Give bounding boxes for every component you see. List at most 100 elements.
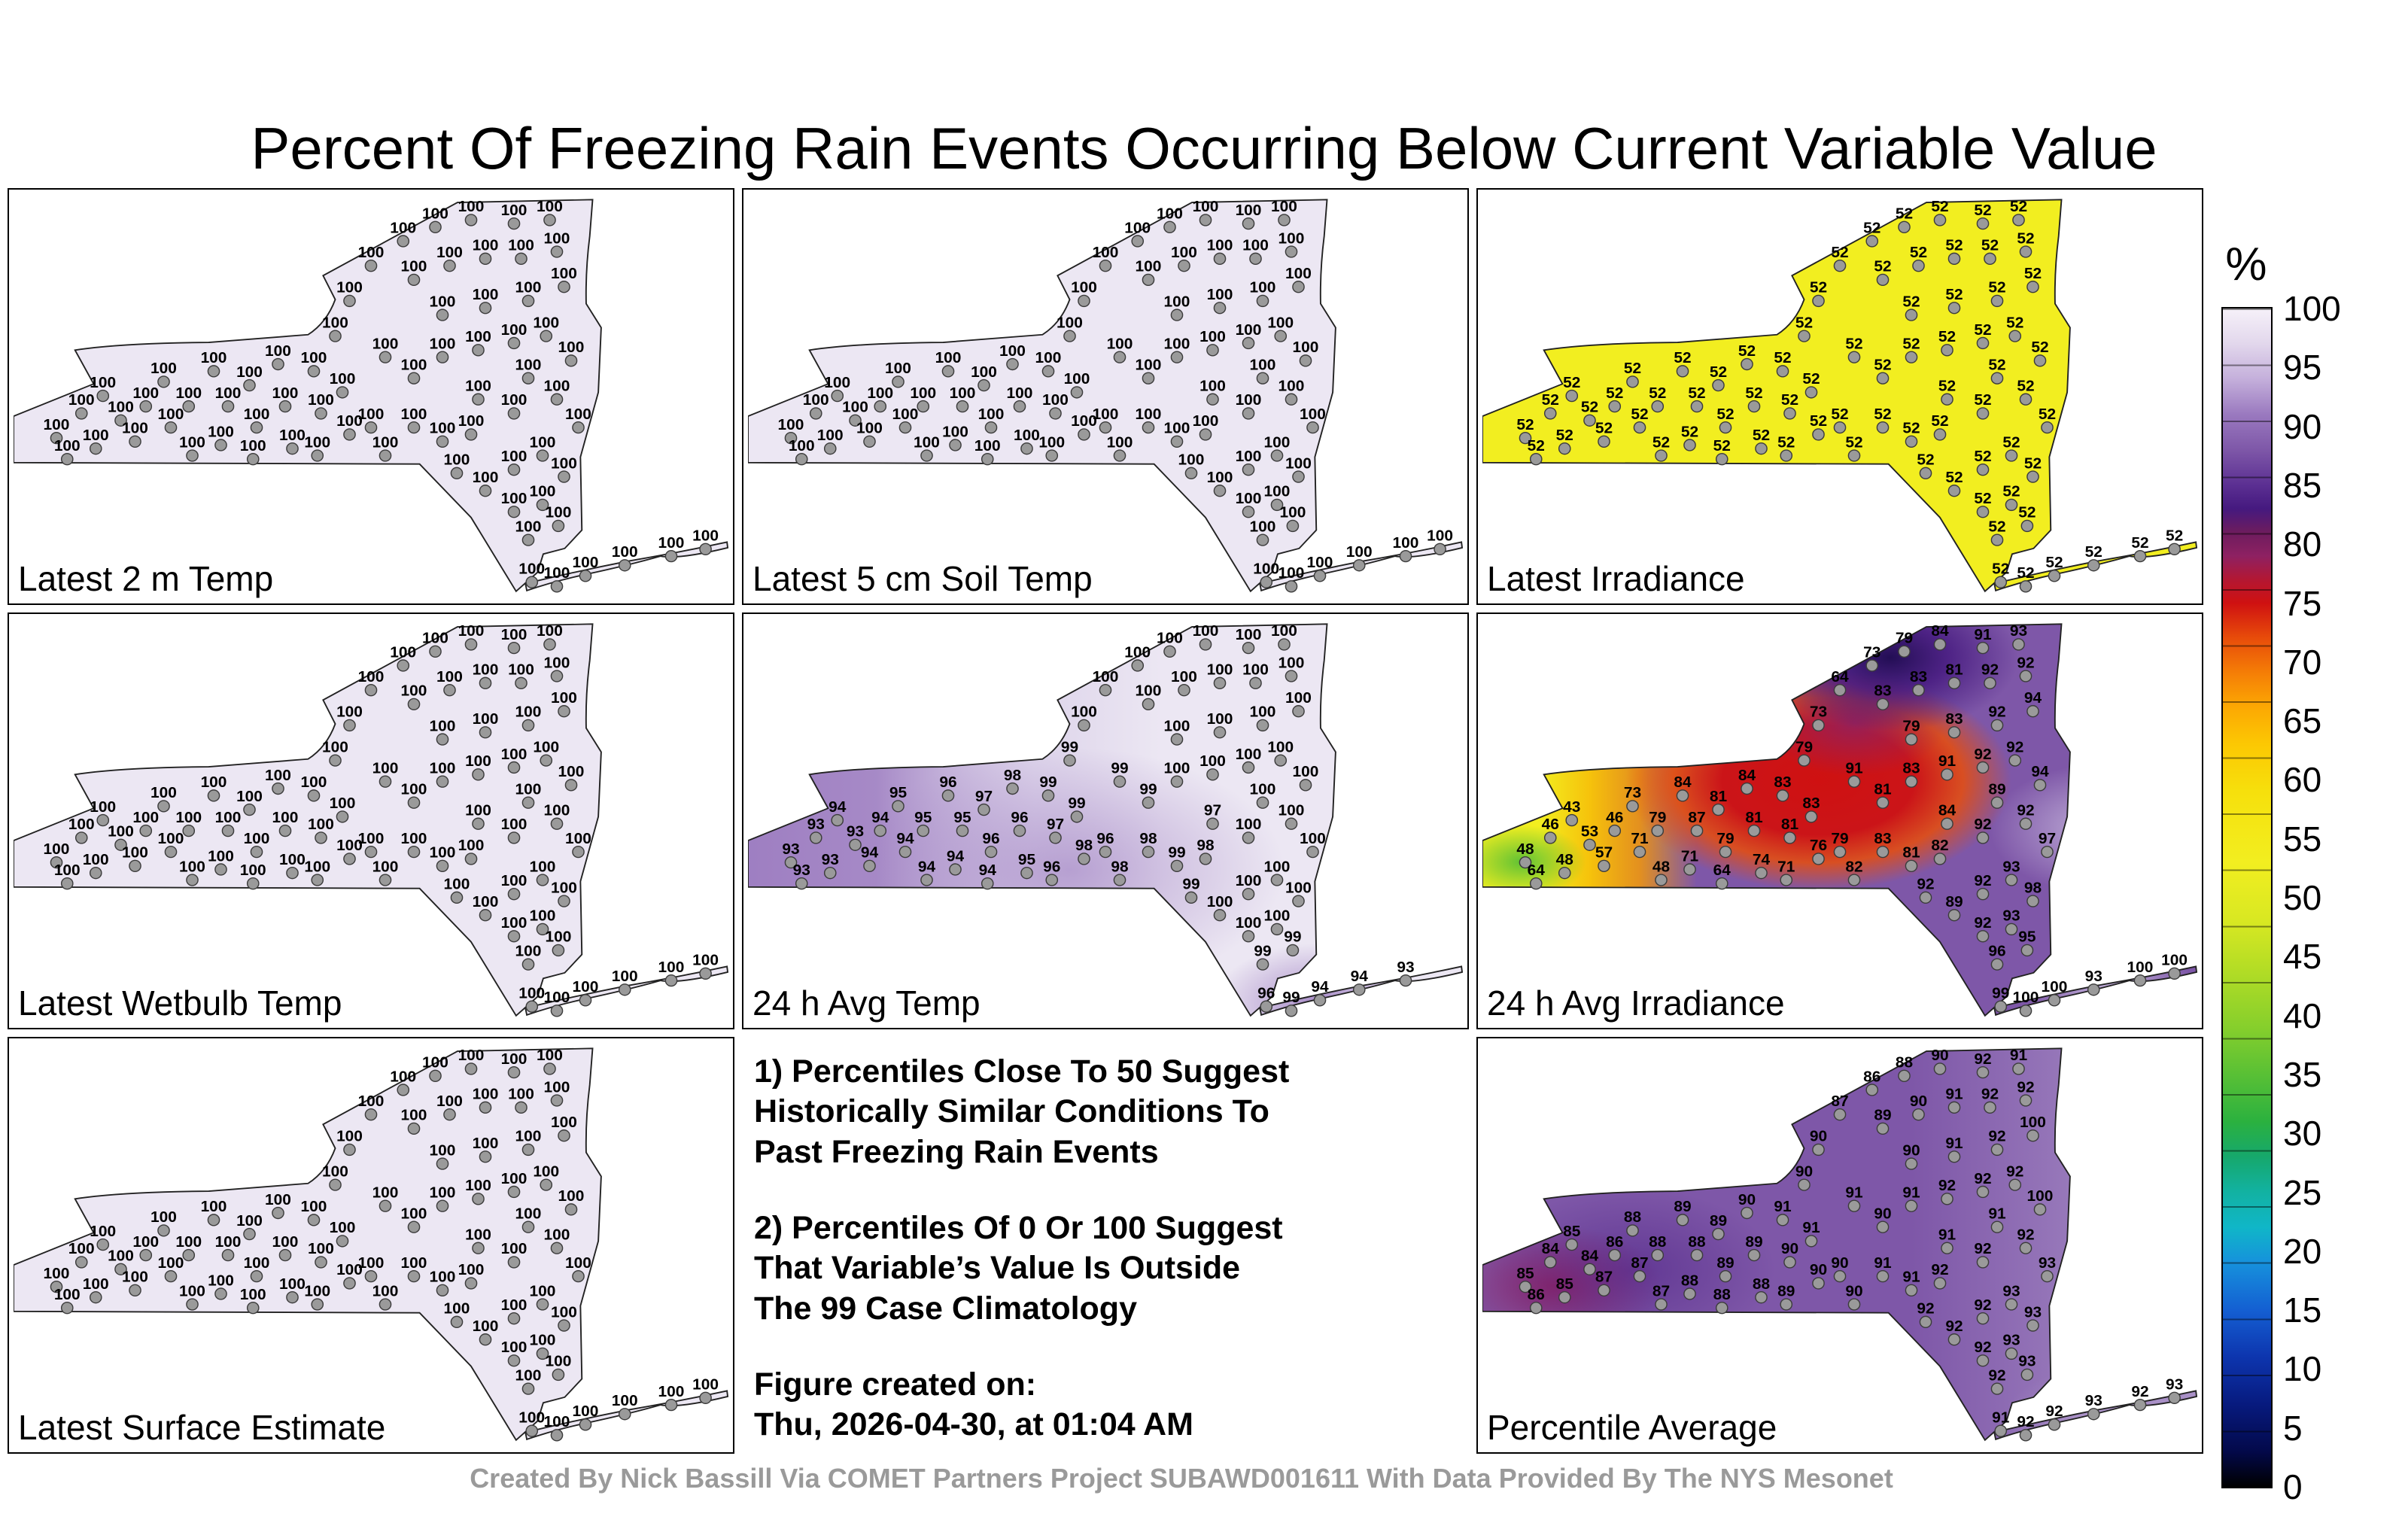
station-value: 100 — [68, 391, 95, 409]
station-value: 92 — [1981, 1086, 1999, 1103]
station-marker — [1976, 506, 1990, 518]
station-marker — [464, 428, 478, 441]
station-marker — [874, 824, 887, 837]
station-value: 100 — [240, 862, 266, 879]
station-marker — [1994, 1000, 2008, 1013]
station-marker — [550, 670, 564, 682]
station-marker — [129, 859, 141, 872]
station-value: 92 — [1988, 1367, 2005, 1385]
station-marker — [221, 1248, 235, 1262]
station-marker — [2033, 1203, 2047, 1216]
station-value: 100 — [1236, 746, 1262, 763]
station-marker — [96, 389, 110, 403]
station-marker — [536, 874, 549, 886]
station-marker — [1529, 1301, 1543, 1315]
station-value: 100 — [465, 378, 491, 395]
station-marker — [521, 1143, 535, 1157]
station-marker — [572, 845, 585, 859]
station-marker — [1905, 859, 1918, 872]
station-marker — [1142, 372, 1155, 385]
panel-label-latest-irradiance: Latest Irradiance — [1487, 559, 1745, 598]
station-marker — [243, 378, 256, 392]
station-value: 100 — [90, 374, 116, 391]
station-marker — [543, 214, 556, 226]
station-value: 100 — [1071, 412, 1097, 430]
station-value: 100 — [1136, 357, 1162, 374]
station-marker — [1984, 676, 1996, 690]
station-value: 52 — [1710, 363, 1727, 381]
station-value: 100 — [358, 668, 385, 685]
station-marker — [2005, 1347, 2018, 1360]
station-value: 100 — [1136, 682, 1162, 700]
station-marker — [507, 1065, 521, 1079]
station-value: 100 — [83, 1275, 109, 1293]
station-value: 100 — [1236, 816, 1262, 833]
station-value: 52 — [1896, 205, 1913, 223]
station-marker — [1170, 859, 1184, 872]
station-value: 100 — [401, 406, 427, 423]
station-marker — [246, 1301, 260, 1315]
station-value: 52 — [1981, 237, 1999, 254]
station-marker — [1270, 923, 1284, 936]
station-marker — [311, 1298, 324, 1311]
station-value: 100 — [942, 423, 968, 440]
station-value: 94 — [1311, 978, 1329, 995]
station-value: 79 — [1831, 830, 1848, 847]
station-marker — [1651, 824, 1665, 837]
station-value: 100 — [240, 437, 266, 454]
colorbar-tick-label: 0 — [2283, 1467, 2303, 1506]
station-marker — [1399, 974, 1412, 987]
station-value: 100 — [1236, 321, 1262, 339]
station-value: 86 — [1606, 1233, 1623, 1251]
station-marker — [157, 1224, 170, 1237]
station-marker — [2033, 779, 2047, 792]
station-marker — [286, 442, 299, 455]
station-value: 46 — [1542, 816, 1559, 833]
station-value: 100 — [215, 1233, 242, 1251]
station-marker — [2087, 1408, 2100, 1421]
station-marker — [1170, 435, 1184, 448]
station-value: 52 — [1931, 412, 1948, 430]
station-marker — [540, 330, 553, 342]
station-value: 100 — [336, 279, 363, 296]
station-value: 100 — [1250, 518, 1276, 536]
station-value: 100 — [501, 816, 528, 833]
station-value: 100 — [1285, 454, 1312, 472]
station-value: 100 — [44, 416, 70, 433]
station-marker — [1990, 719, 2004, 732]
station-marker — [1256, 796, 1269, 809]
station-value: 100 — [301, 1198, 327, 1215]
station-marker — [1063, 754, 1076, 767]
station-marker — [1020, 442, 1033, 455]
station-marker — [1741, 1206, 1753, 1220]
station-value: 88 — [1753, 1275, 1770, 1293]
station-value: 84 — [1542, 1240, 1560, 1257]
station-value: 100 — [132, 1233, 159, 1251]
station-value: 52 — [1795, 315, 1813, 332]
station-marker — [407, 273, 421, 287]
station-value: 100 — [358, 830, 385, 847]
station-value: 100 — [1307, 554, 1333, 571]
station-marker — [1812, 428, 1825, 441]
colorbar-tick-label: 35 — [2283, 1054, 2322, 1094]
station-marker — [1976, 761, 1990, 774]
station-value: 100 — [1293, 339, 1319, 356]
station-marker — [343, 294, 356, 308]
station-marker — [1833, 684, 1847, 697]
station-value: 95 — [1018, 851, 1035, 868]
station-marker — [1976, 336, 1990, 350]
station-marker — [436, 859, 449, 872]
station-marker — [981, 877, 994, 890]
station-value: 100 — [122, 420, 148, 437]
station-marker — [307, 1214, 321, 1226]
station-marker — [464, 214, 478, 226]
station-marker — [552, 944, 565, 957]
station-marker — [1941, 344, 1953, 357]
station-marker — [1206, 768, 1219, 781]
station-value: 100 — [1278, 378, 1305, 395]
station-value: 93 — [2002, 858, 2020, 875]
station-marker — [1063, 330, 1076, 342]
station-value: 100 — [390, 643, 416, 661]
station-marker — [336, 386, 349, 399]
